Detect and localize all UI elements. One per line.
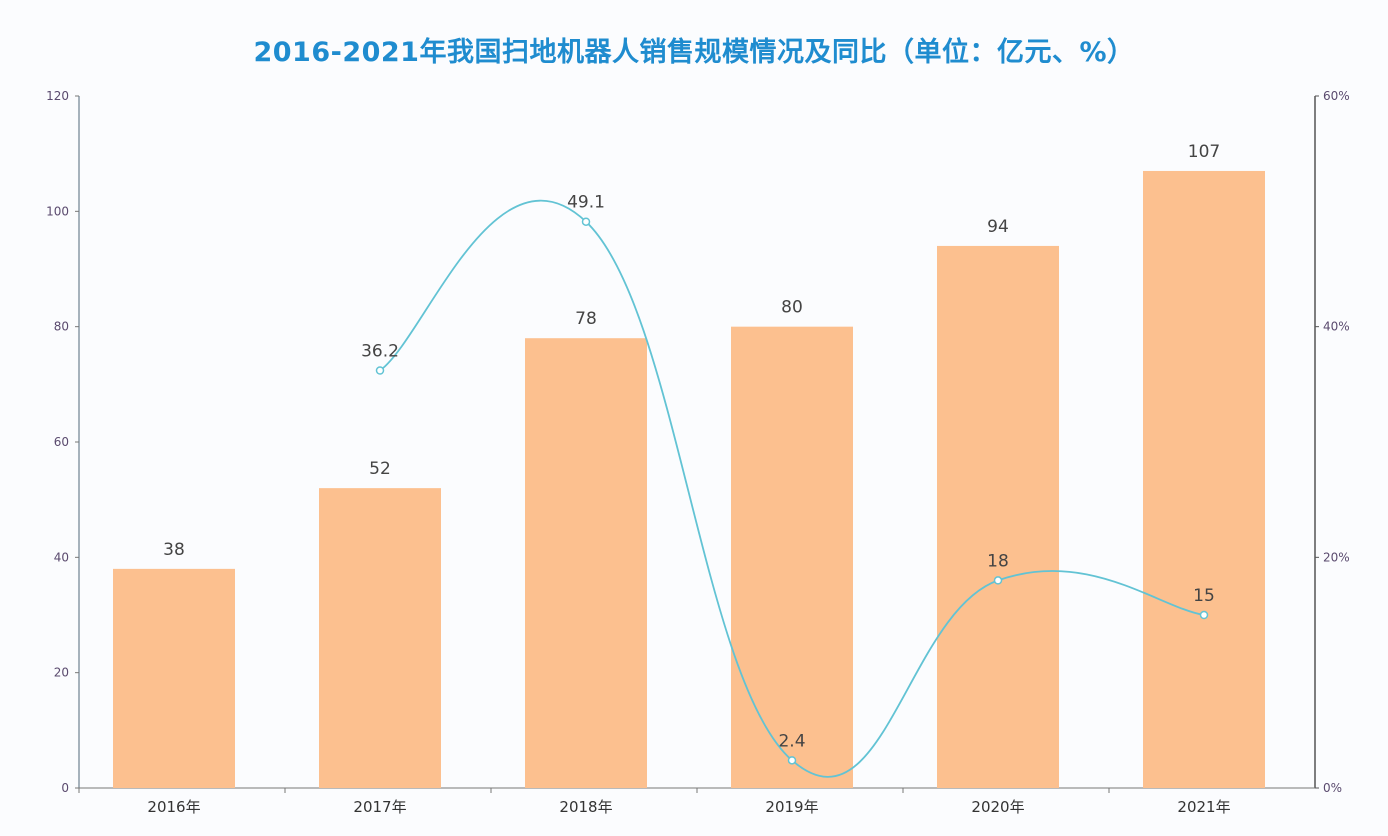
x-tick-label: 2016年: [147, 798, 200, 816]
bar: [525, 338, 647, 788]
growth-label: 2.4: [778, 731, 805, 751]
growth-line: [379, 200, 1205, 778]
left-tick-label: 60: [54, 435, 69, 449]
left-tick-label: 40: [54, 550, 69, 564]
x-tick-label: 2020年: [971, 798, 1024, 816]
right-tick-label: 20%: [1323, 550, 1350, 564]
bar-label: 52: [369, 459, 391, 479]
growth-point: [787, 756, 797, 765]
growth-label: 18: [987, 551, 1009, 571]
chart-title: 2016-2021年我国扫地机器人销售规模情况及同比（单位：亿元、%）: [253, 37, 1135, 68]
x-tick-label: 2019年: [765, 798, 818, 816]
growth-point: [993, 576, 1003, 585]
right-tick-label: 0%: [1323, 781, 1342, 795]
growth-point: [375, 366, 385, 375]
bar: [937, 245, 1059, 788]
bar-label: 80: [781, 298, 803, 318]
left-tick-label: 80: [54, 320, 69, 334]
bar-label: 78: [575, 309, 597, 329]
left-tick-label: 120: [46, 89, 69, 103]
left-tick-label: 100: [46, 204, 69, 218]
left-tick-label: 20: [54, 666, 69, 680]
bar: [731, 326, 853, 788]
x-tick-label: 2018年: [559, 798, 612, 816]
bar-label: 107: [1188, 142, 1220, 162]
bar: [319, 488, 441, 788]
bar-label: 94: [987, 217, 1009, 237]
growth-label: 36.2: [361, 341, 399, 361]
right-tick-label: 40%: [1323, 320, 1350, 334]
bar: [1143, 170, 1265, 788]
growth-label: 49.1: [567, 193, 605, 213]
growth-label: 15: [1193, 586, 1215, 606]
left-tick-label: 0: [61, 781, 69, 795]
growth-point: [1199, 610, 1209, 620]
x-tick-label: 2021年: [1177, 798, 1230, 816]
growth-point: [581, 217, 591, 226]
right-tick-label: 60%: [1323, 89, 1350, 103]
x-tick-label: 2017年: [353, 798, 406, 816]
bar-label: 38: [163, 540, 185, 560]
bar: [113, 568, 235, 788]
